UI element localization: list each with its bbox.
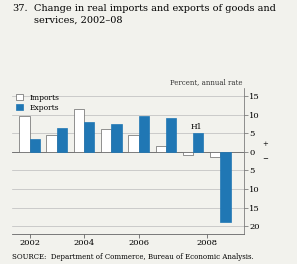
Bar bbox=[139, 116, 149, 152]
Bar bbox=[30, 139, 40, 152]
Bar bbox=[84, 122, 94, 152]
Bar bbox=[183, 152, 193, 155]
Text: Percent, annual rate: Percent, annual rate bbox=[170, 78, 242, 86]
Bar bbox=[166, 118, 176, 152]
Bar bbox=[111, 124, 122, 152]
Text: 37.: 37. bbox=[12, 4, 28, 13]
Legend: Imports, Exports: Imports, Exports bbox=[16, 94, 59, 112]
Text: SOURCE:  Department of Commerce, Bureau of Economic Analysis.: SOURCE: Department of Commerce, Bureau o… bbox=[12, 253, 254, 261]
Bar bbox=[220, 152, 231, 223]
Text: Change in real imports and exports of goods and
services, 2002–08: Change in real imports and exports of go… bbox=[34, 4, 276, 24]
Bar bbox=[19, 116, 30, 152]
Bar bbox=[47, 135, 57, 152]
Bar bbox=[128, 135, 139, 152]
Bar bbox=[210, 152, 220, 157]
Bar bbox=[74, 109, 84, 152]
Text: H1: H1 bbox=[190, 123, 202, 131]
Bar bbox=[193, 133, 203, 152]
Text: +: + bbox=[262, 140, 268, 148]
Bar bbox=[156, 146, 166, 152]
Text: −: − bbox=[262, 155, 268, 163]
Bar bbox=[101, 129, 111, 152]
Bar bbox=[57, 128, 67, 152]
